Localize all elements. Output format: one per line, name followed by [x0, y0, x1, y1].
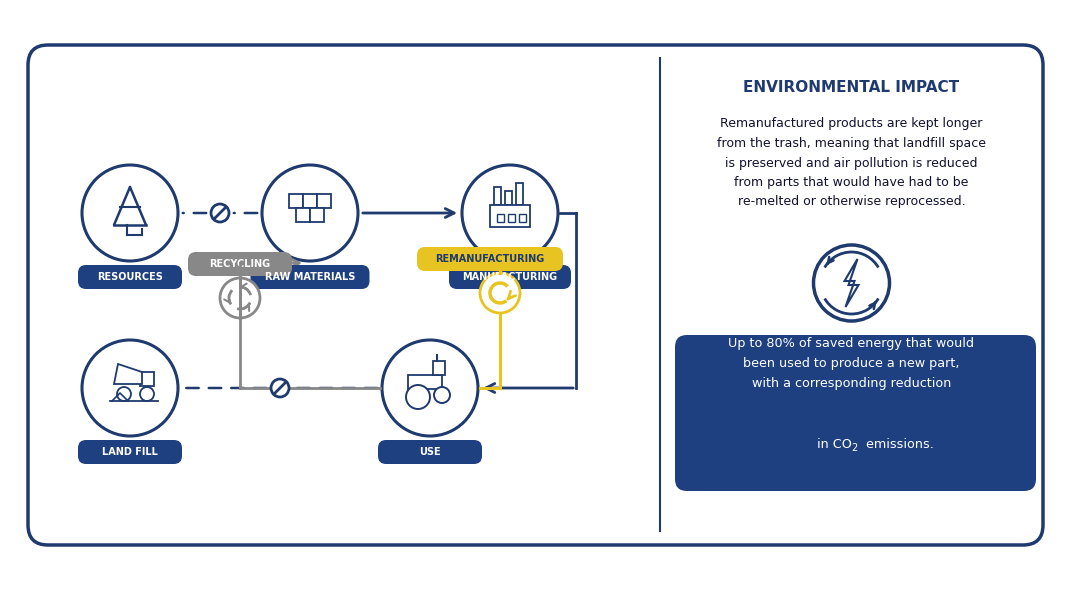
Bar — [490, 205, 530, 227]
FancyBboxPatch shape — [675, 335, 1036, 491]
Polygon shape — [845, 259, 859, 307]
Bar — [408, 375, 442, 389]
Ellipse shape — [81, 165, 178, 261]
Circle shape — [814, 245, 890, 321]
Text: 2: 2 — [851, 443, 858, 453]
Ellipse shape — [462, 165, 559, 261]
Text: Remanufactured products are kept longer
from the trash, meaning that landfill sp: Remanufactured products are kept longer … — [717, 118, 986, 209]
Bar — [516, 183, 523, 205]
Bar — [508, 214, 515, 222]
Polygon shape — [114, 364, 142, 384]
Bar — [303, 194, 317, 208]
Bar — [505, 191, 512, 205]
Bar — [433, 361, 445, 375]
Text: in CO: in CO — [817, 438, 851, 452]
Circle shape — [406, 385, 430, 409]
FancyBboxPatch shape — [251, 265, 370, 289]
Circle shape — [271, 379, 289, 397]
Bar — [310, 208, 324, 222]
Text: USE: USE — [419, 447, 441, 457]
FancyBboxPatch shape — [78, 265, 182, 289]
Circle shape — [117, 387, 131, 401]
Bar — [317, 194, 331, 208]
FancyBboxPatch shape — [188, 252, 292, 276]
Bar — [289, 194, 303, 208]
Text: ENVIRONMENTAL IMPACT: ENVIRONMENTAL IMPACT — [744, 80, 959, 95]
Circle shape — [480, 273, 520, 313]
Text: Up to 80% of saved energy that would
been used to produce a new part,
with a cor: Up to 80% of saved energy that would bee… — [729, 336, 974, 390]
Circle shape — [211, 204, 229, 222]
Circle shape — [140, 387, 154, 401]
FancyBboxPatch shape — [78, 440, 182, 464]
FancyBboxPatch shape — [449, 265, 571, 289]
Text: RAW MATERIALS: RAW MATERIALS — [265, 272, 355, 282]
Bar — [519, 214, 526, 222]
Text: MANUFACTURING: MANUFACTURING — [462, 272, 557, 282]
Bar — [296, 208, 310, 222]
Text: REMANUFACTURING: REMANUFACTURING — [435, 254, 545, 264]
Bar — [140, 372, 154, 386]
Bar — [497, 214, 504, 222]
Ellipse shape — [81, 340, 178, 436]
Ellipse shape — [262, 165, 358, 261]
Bar — [494, 187, 501, 205]
Text: RESOURCES: RESOURCES — [98, 272, 163, 282]
FancyBboxPatch shape — [378, 440, 482, 464]
FancyBboxPatch shape — [417, 247, 563, 271]
Text: emissions.: emissions. — [862, 438, 934, 452]
Ellipse shape — [382, 340, 478, 436]
Circle shape — [434, 387, 450, 403]
FancyBboxPatch shape — [28, 45, 1043, 545]
Circle shape — [220, 278, 260, 318]
Text: LAND FILL: LAND FILL — [102, 447, 158, 457]
Text: RECYCLING: RECYCLING — [209, 259, 270, 269]
